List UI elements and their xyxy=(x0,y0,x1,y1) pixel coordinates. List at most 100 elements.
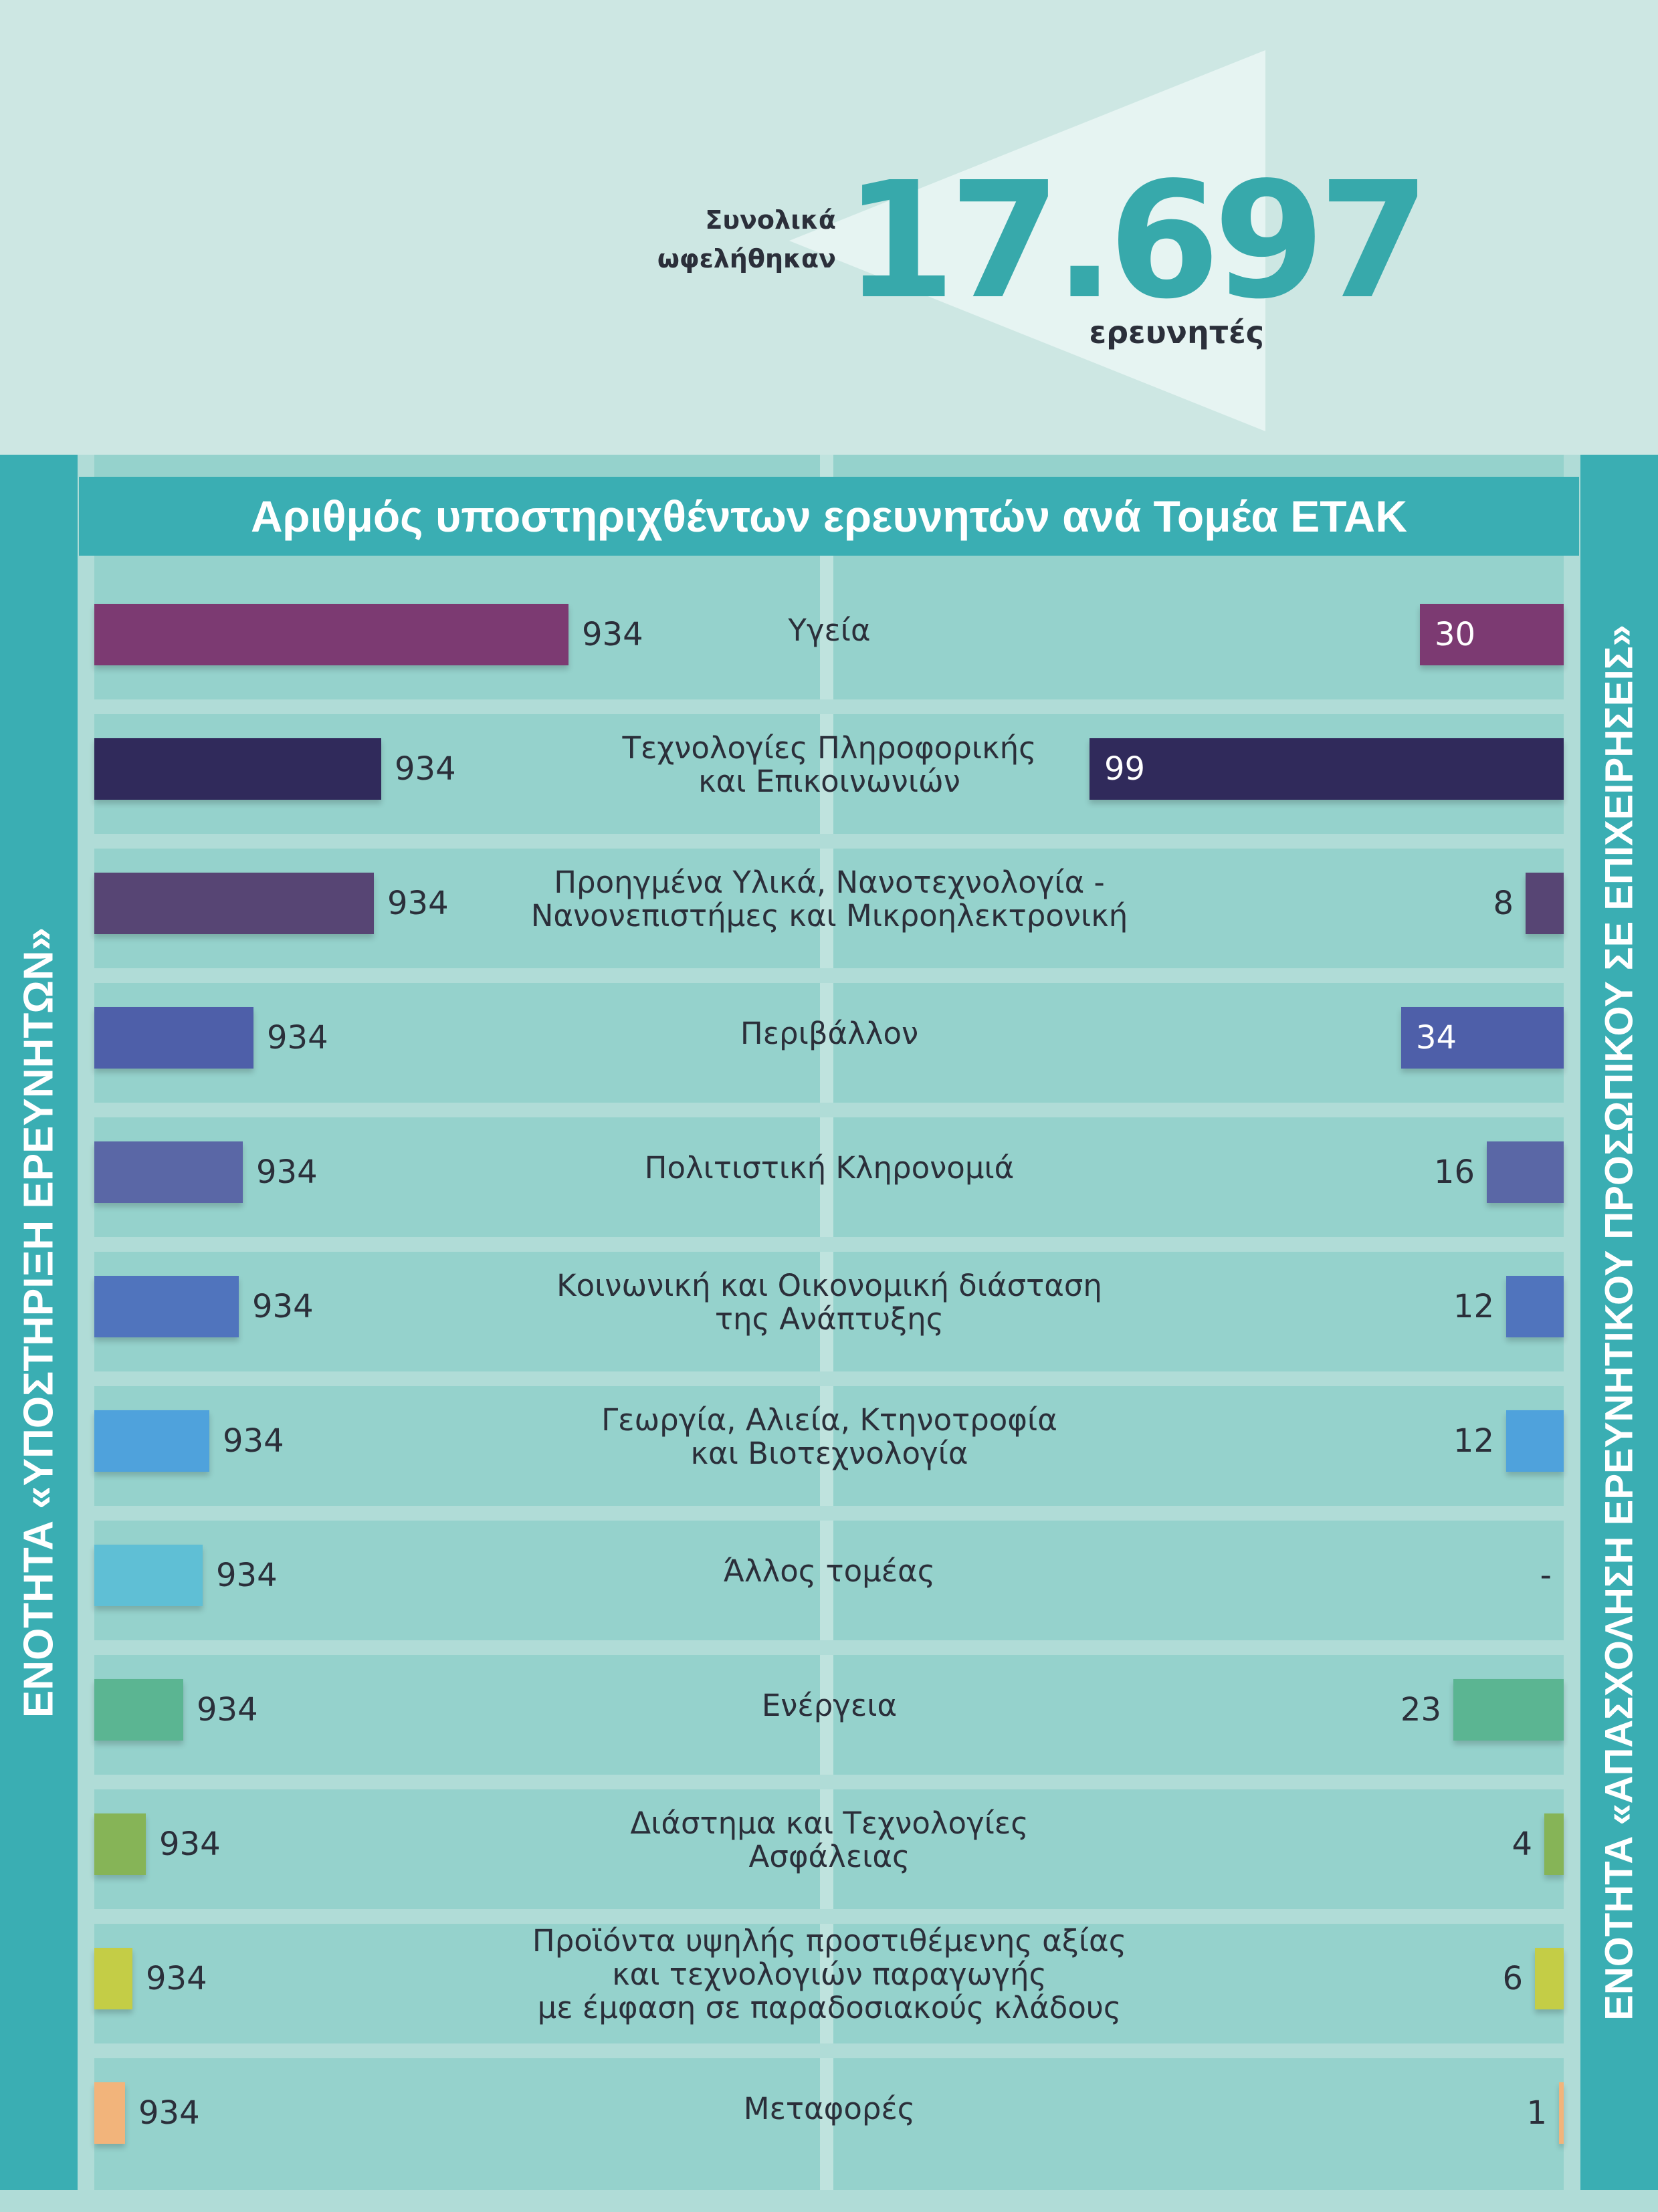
left-value-label: 934 xyxy=(387,885,449,922)
center-divider xyxy=(820,455,833,2190)
category-label-line: Γεωργία, Αλιεία, Κτηνοτροφία xyxy=(601,1402,1057,1438)
left-bar xyxy=(94,1813,146,1875)
right-bar xyxy=(1506,1276,1564,1337)
category-label-line: Προϊόντα υψηλής προστιθέμενης αξίας xyxy=(532,1923,1127,1959)
left-bar xyxy=(94,1948,132,2009)
chart-title-bar: Αριθμός υποστηριχθέντων ερευνητών ανά Το… xyxy=(79,477,1579,556)
right-value-label: 6 xyxy=(1502,1960,1523,1997)
row-separator xyxy=(94,1506,1564,1521)
right-bar xyxy=(1453,1679,1564,1741)
right-bar xyxy=(1544,1813,1564,1875)
category-label: Προϊόντα υψηλής προστιθέμενης αξίας και τ… xyxy=(495,1924,1164,2025)
left-bar xyxy=(94,873,374,934)
left-value-label: 934 xyxy=(267,1019,328,1057)
row-separator xyxy=(94,1909,1564,1924)
category-label: Άλλος τομέας xyxy=(495,1555,1164,1588)
left-bar xyxy=(94,2082,125,2144)
right-value-label: 1 xyxy=(1526,2094,1547,2132)
row-separator xyxy=(94,1640,1564,1655)
left-value-label: 934 xyxy=(216,1557,278,1594)
category-label: Γεωργία, Αλιεία, Κτηνοτροφία και Βιοτεχνο… xyxy=(495,1404,1164,1470)
right-value-label: 99 xyxy=(1104,750,1146,788)
left-value-label: 934 xyxy=(146,1960,207,1997)
hero-total-number: 17.697 xyxy=(844,147,1430,334)
left-value-label: 934 xyxy=(159,1826,221,1863)
left-bar xyxy=(94,1007,253,1069)
row-separator xyxy=(94,1237,1564,1252)
row-separator xyxy=(94,1775,1564,1789)
category-label-line: και Επικοινωνιών xyxy=(698,764,960,799)
left-value-label: 934 xyxy=(138,2094,200,2132)
right-value-label: - xyxy=(1540,1557,1552,1594)
right-value-label: 16 xyxy=(1433,1153,1475,1191)
hero-prefix: Συνολικά ωφελήθηκαν xyxy=(589,201,836,278)
left-section-label: ΕΝΟΤΗΤΑ «ΥΠΟΣΤΗΡΙΞΗ ΕΡΕΥΝΗΤΩΝ» xyxy=(15,927,62,1718)
category-label: Διάστημα και Τεχνολογίες Ασφάλειας xyxy=(495,1807,1164,1874)
category-label-line: της Ανάπτυξης xyxy=(714,1301,944,1337)
right-value-label: 12 xyxy=(1453,1422,1494,1460)
category-label: Υγεία xyxy=(495,614,1164,647)
category-label-line: Περιβάλλον xyxy=(740,1016,919,1051)
category-label-line: Νανονεπιστήμες και Μικροηλεκτρονική xyxy=(530,898,1128,933)
category-label-line: Διάστημα και Τεχνολογίες xyxy=(630,1805,1029,1841)
right-value-label: 23 xyxy=(1400,1691,1441,1729)
category-label: Προηγμένα Υλικά, Νανοτεχνολογία - Νανονεπ… xyxy=(495,866,1164,933)
category-label-line: Άλλος τομέας xyxy=(723,1553,936,1589)
category-label-line: Πολιτιστική Κληρονομιά xyxy=(644,1150,1015,1186)
chart-title: Αριθμός υποστηριχθέντων ερευνητών ανά Το… xyxy=(250,491,1408,541)
left-value-label: 934 xyxy=(252,1288,314,1325)
category-label-line: Κοινωνική και Οικονομική διάσταση xyxy=(556,1268,1102,1303)
category-label: Ενέργεια xyxy=(495,1689,1164,1723)
left-value-label: 934 xyxy=(223,1422,284,1460)
right-bar xyxy=(1401,1007,1564,1069)
left-section-strip: ΕΝΟΤΗΤΑ «ΥΠΟΣΤΗΡΙΞΗ ΕΡΕΥΝΗΤΩΝ» xyxy=(0,455,78,2190)
left-value-label: 934 xyxy=(197,1691,258,1729)
right-bar xyxy=(1526,873,1564,934)
category-label-line: Ενέργεια xyxy=(761,1688,898,1723)
left-bar xyxy=(94,1141,243,1203)
hero-suffix: ερευνητές xyxy=(1089,314,1264,350)
row-separator xyxy=(94,2043,1564,2058)
right-value-label: 4 xyxy=(1512,1826,1532,1863)
right-bar xyxy=(1535,1948,1564,2009)
left-value-label: 934 xyxy=(395,750,456,788)
row-separator xyxy=(94,1103,1564,1117)
row-separator xyxy=(94,968,1564,983)
right-value-label: 12 xyxy=(1453,1288,1494,1325)
category-label: Πολιτιστική Κληρονομιά xyxy=(495,1151,1164,1185)
category-label-line: και τεχνολογιών παραγωγής xyxy=(612,1957,1047,1992)
hero-prefix-line: ωφελήθηκαν xyxy=(657,244,836,273)
category-label: Τεχνολογίες Πληροφορικής και Επικοινωνιών xyxy=(495,732,1164,798)
row-separator xyxy=(94,699,1564,714)
left-value-label: 934 xyxy=(582,616,643,653)
category-label-line: Υγεία xyxy=(788,613,871,648)
right-section-strip: ΕΝΟΤΗΤΑ «ΑΠΑΣΧΟΛΗΣΗ ΕΡΕΥΝΗΤΙΚΟΥ ΠΡΟΣΩΠΙΚ… xyxy=(1580,455,1658,2190)
left-bar xyxy=(94,1545,203,1606)
left-bar xyxy=(94,604,568,665)
right-bar xyxy=(1420,604,1564,665)
row-separator xyxy=(94,834,1564,849)
left-bar xyxy=(94,1410,209,1472)
category-label-line: Μεταφορές xyxy=(743,2091,916,2126)
left-bar xyxy=(94,1276,239,1337)
right-bar xyxy=(1090,738,1564,800)
right-value-label: 8 xyxy=(1493,885,1514,922)
right-bar xyxy=(1506,1410,1564,1472)
right-bar xyxy=(1559,2082,1564,2144)
category-label-line: Τεχνολογίες Πληροφορικής xyxy=(622,730,1037,766)
category-label-line: και Βιοτεχνολογία xyxy=(690,1436,968,1471)
right-value-label: 30 xyxy=(1435,616,1476,653)
left-bar xyxy=(94,738,381,800)
right-section-label: ΕΝΟΤΗΤΑ «ΑΠΑΣΧΟΛΗΣΗ ΕΡΕΥΝΗΤΙΚΟΥ ΠΡΟΣΩΠΙΚ… xyxy=(1597,624,1641,2021)
category-label: Κοινωνική και Οικονομική διάσταση της Ανά… xyxy=(495,1269,1164,1336)
category-label-line: με έμφαση σε παραδοσιακούς κλάδους xyxy=(537,1990,1122,2025)
hero-triangle-decoration xyxy=(789,50,1265,431)
left-bar xyxy=(94,1679,183,1741)
category-label-line: Προηγμένα Υλικά, Νανοτεχνολογία - xyxy=(554,865,1105,900)
row-separator xyxy=(94,1371,1564,1386)
hero-prefix-line: Συνολικά xyxy=(705,205,836,235)
category-label: Περιβάλλον xyxy=(495,1017,1164,1050)
right-value-label: 34 xyxy=(1416,1019,1457,1057)
category-label-line: Ασφάλειας xyxy=(748,1839,910,1874)
right-bar xyxy=(1487,1141,1564,1203)
